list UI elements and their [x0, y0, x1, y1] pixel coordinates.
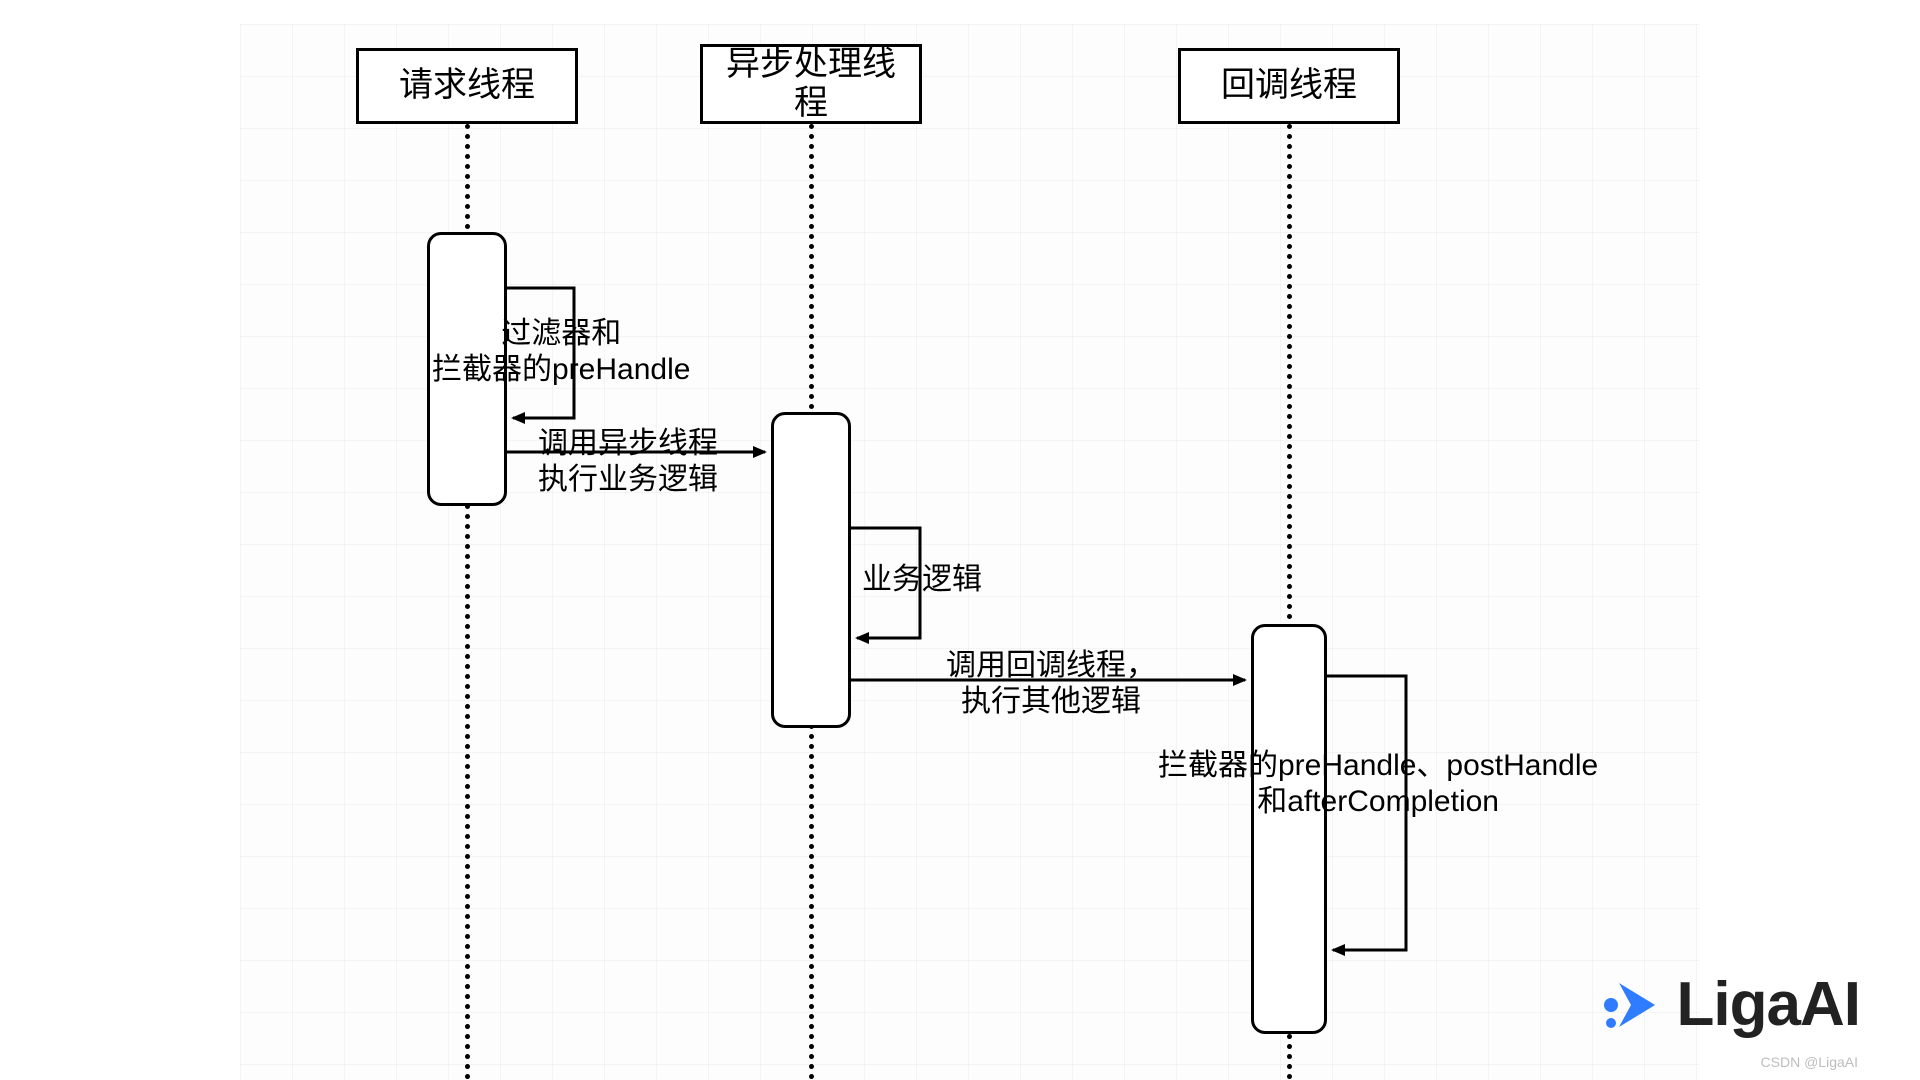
logo-icon	[1601, 975, 1661, 1035]
label-filter-prehandle: 过滤器和 拦截器的preHandle	[432, 316, 690, 388]
label-call-async: 调用异步线程 执行业务逻辑	[538, 426, 718, 498]
label-interceptor-lifecycle: 拦截器的preHandle、postHandle 和afterCompletio…	[1158, 748, 1598, 820]
logo-text: LigaAI	[1677, 969, 1860, 1040]
label-call-callback: 调用回调线程， 执行其他逻辑	[946, 648, 1156, 720]
watermark-text: CSDN @LigaAI	[1761, 1054, 1858, 1070]
logo-ligaai: LigaAI	[1601, 969, 1860, 1040]
label-business-logic: 业务逻辑	[862, 562, 982, 598]
diagram-canvas: 请求线程 异步处理线 程 回调线程 过滤器和 拦截器的preHandle 业务逻…	[0, 0, 1920, 1080]
arrows-layer	[0, 0, 1920, 1080]
